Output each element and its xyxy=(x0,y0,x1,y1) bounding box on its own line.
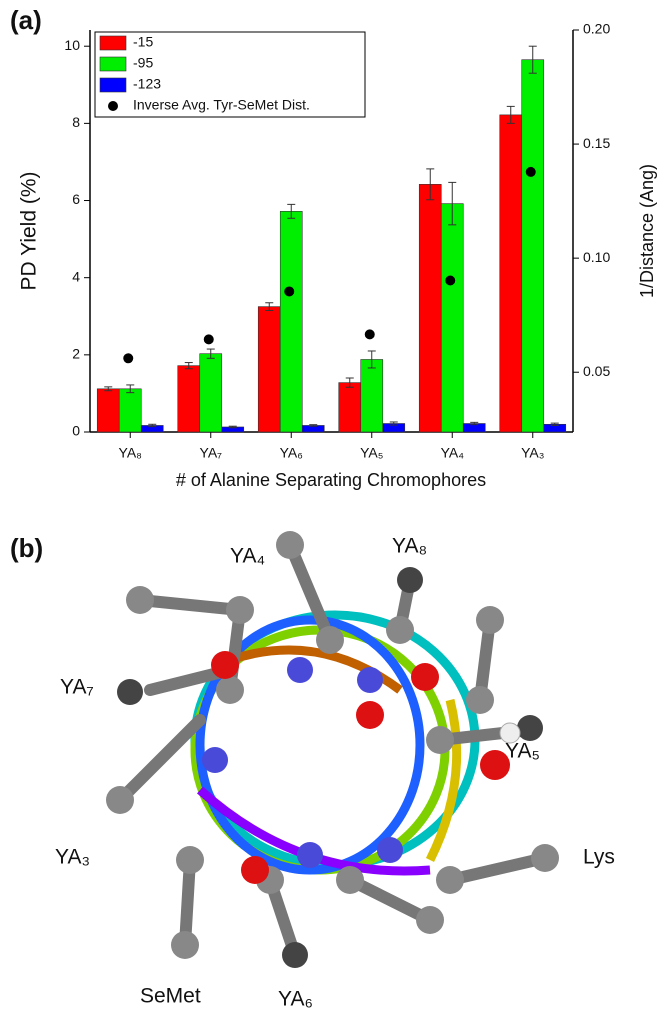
molecule-label: Lys xyxy=(583,846,615,869)
legend-label: -15 xyxy=(133,34,153,50)
molecule-label: YA₃ xyxy=(55,846,90,869)
y-tick-label: 2 xyxy=(72,346,80,362)
bar xyxy=(522,60,544,432)
bar xyxy=(441,204,463,432)
y-tick-label: 0 xyxy=(72,423,80,439)
legend: -15 -95 -123 Inverse Avg. Tyr-SeMet Dist. xyxy=(95,32,365,117)
molecule-label: YA₄ xyxy=(230,545,265,568)
y2-tick-label: 0.10 xyxy=(583,249,610,265)
y2-tick-label: 0.20 xyxy=(583,21,610,37)
marker xyxy=(445,276,455,286)
bar xyxy=(419,184,441,432)
bar xyxy=(178,366,200,432)
molecule-label: YA₈ xyxy=(392,535,427,558)
marker xyxy=(526,167,536,177)
x-tick-label: YA₇ xyxy=(200,445,223,461)
bar xyxy=(500,115,522,432)
marker xyxy=(204,334,214,344)
panel-label: (b) xyxy=(10,533,43,563)
bar xyxy=(258,307,280,432)
y-axis-title: PD Yield (%) xyxy=(18,171,41,290)
bar xyxy=(280,211,302,432)
marker xyxy=(365,329,375,339)
bar xyxy=(339,383,361,432)
marker xyxy=(284,286,294,296)
y2-axis-title: 1/Distance (Ang) xyxy=(637,164,657,298)
y-tick-label: 6 xyxy=(72,191,80,207)
y-tick-label: 10 xyxy=(64,37,80,53)
legend-marker xyxy=(108,101,118,111)
page: (a) (b) PD Yield (%) 1/Distance (Ang) # … xyxy=(0,0,661,1012)
x-tick-label: YA₄ xyxy=(441,445,465,461)
legend-swatch xyxy=(100,78,126,92)
x-tick-label: YA₃ xyxy=(521,445,544,461)
y2-tick-label: 0.05 xyxy=(583,363,610,379)
bar xyxy=(200,354,222,432)
molecule-label: YA₅ xyxy=(505,740,540,763)
molecule-label: YA₇ xyxy=(60,676,94,699)
bar xyxy=(97,389,119,432)
figure: (a) (b) PD Yield (%) 1/Distance (Ang) # … xyxy=(0,0,661,1012)
molecule-label: SeMet xyxy=(140,985,201,1008)
molecule-label: YA₆ xyxy=(278,988,313,1011)
x-tick-label: YA₈ xyxy=(119,445,142,461)
panel-label: (a) xyxy=(10,5,42,35)
molecule-render xyxy=(106,531,559,968)
bar xyxy=(361,359,383,432)
y-tick-label: 4 xyxy=(72,268,80,284)
x-axis-title: # of Alanine Separating Chromophores xyxy=(176,470,486,490)
y-tick-label: 8 xyxy=(72,114,80,130)
x-tick-label: YA₅ xyxy=(360,445,383,461)
y2-tick-label: 0.15 xyxy=(583,135,610,151)
legend-swatch xyxy=(100,57,126,71)
bar xyxy=(119,389,141,432)
marker xyxy=(123,353,133,363)
x-tick-label: YA₆ xyxy=(280,445,303,461)
legend-label: -95 xyxy=(133,55,153,71)
legend-swatch xyxy=(100,36,126,50)
legend-label: -123 xyxy=(133,76,161,92)
legend-label: Inverse Avg. Tyr-SeMet Dist. xyxy=(133,97,310,113)
